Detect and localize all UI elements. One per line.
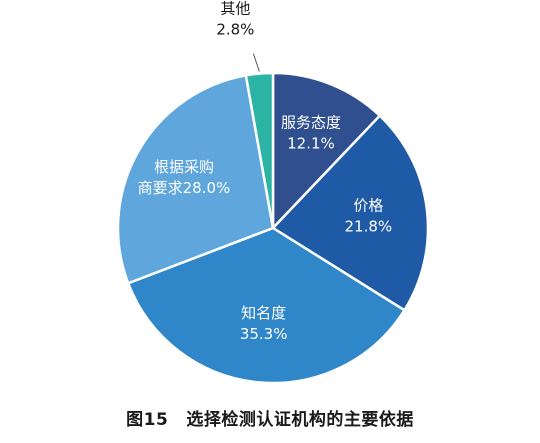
pie-slice	[271, 71, 382, 230]
slice-name-label: 其他	[220, 0, 250, 18]
slice-name-value-label: 商要求28.0%	[138, 179, 231, 197]
pie-slice	[271, 114, 430, 312]
slice-name-label: 根据采购	[154, 158, 214, 176]
slice-value-label: 21.8%	[345, 217, 393, 235]
slice-name-label: 知名度	[241, 304, 286, 322]
slice-value-label: 35.3%	[240, 325, 288, 343]
slice-value-label: 12.1%	[287, 135, 335, 153]
figure-number: 图15	[126, 410, 169, 430]
leader-line	[252, 53, 260, 72]
pie-slices	[116, 71, 430, 385]
slice-name-label: 价格	[353, 196, 383, 214]
figure-title: 选择检测认证机构的主要依据	[186, 410, 414, 430]
pie-slice	[126, 226, 406, 385]
slice-name-label: 服务态度	[281, 114, 341, 132]
leader-lines	[252, 53, 260, 72]
slice-value-label: 2.8%	[216, 21, 254, 39]
figure-caption: 图15 选择检测认证机构的主要依据	[0, 405, 540, 430]
pie-slice	[116, 74, 275, 285]
pie-slice	[244, 71, 275, 230]
